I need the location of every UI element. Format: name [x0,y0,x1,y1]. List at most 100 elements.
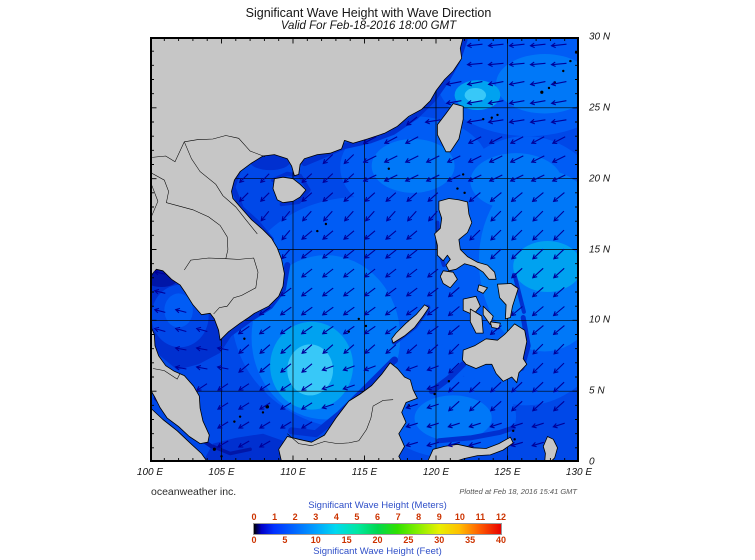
land-mindoro [439,270,458,289]
wave-height-patch [470,153,562,210]
y-axis-label: 15 N [589,244,611,255]
islet [261,411,265,414]
land-mindanao [462,323,528,384]
islet [357,317,360,321]
islet [433,392,436,396]
country-border [151,172,229,259]
country-border [150,184,159,219]
land-halmahera [542,436,558,462]
islet [212,447,216,451]
y-axis-label: 25 N [589,102,611,114]
wave-direction-arrows [153,42,567,448]
legend-tick: 25 [403,535,414,545]
islet [512,429,515,433]
islet [456,187,459,190]
valid-time-subtitle: Valid For Feb-18-2016 18:00 GMT [280,20,457,32]
page-title: Significant Wave Height with Wave Direct… [245,6,492,20]
credit-text: oceanweather inc. [151,486,237,498]
land-bohol [489,321,501,330]
wave-height-map [150,37,579,462]
legend-tick: 11 [475,512,486,522]
coastal-shade-band [217,262,291,344]
islet [540,90,544,94]
legend-tick: 9 [436,512,442,522]
legend-tick: 6 [374,512,381,522]
islet [238,415,242,418]
wave-height-patch [414,395,492,441]
islet [364,324,368,328]
legend-tick: 10 [454,512,465,522]
islet [569,59,572,63]
legend-tick: 30 [434,535,445,545]
y-axis-label: 5 N [589,385,605,397]
land-borneo [278,362,418,462]
coastal-shade-band [512,273,526,314]
legend-tick: 0 [251,512,257,522]
land-samar-leyte [497,283,519,320]
wave-height-patch [287,344,334,396]
islet [574,51,578,54]
country-border [184,135,266,157]
islet [513,438,516,441]
islet [547,86,551,90]
country-border [152,141,185,163]
legend-tick: 7 [395,512,401,522]
legend-tick: 20 [372,535,383,545]
islet [243,337,246,340]
country-border [213,257,259,315]
wave-height-patch [371,138,455,193]
legend-tick: 12 [495,512,507,522]
legend-tick: 35 [465,535,476,545]
colorbar [253,523,502,535]
islet [324,222,328,226]
islet [463,191,466,195]
y-axis-label: 10 N [589,314,611,326]
y-axis-label: 20 N [589,173,611,185]
legend-tick: 8 [416,512,422,522]
coastal-shade-band [428,361,467,395]
land-sumatra [150,407,208,462]
wave-height-patch [513,241,579,292]
legend-tick: 10 [310,535,321,545]
map-frame [150,37,579,462]
legend-meters-ticks: 0 1 2 3 4 5 6 7 8 9 10 11 12 [248,512,507,523]
land-panay [462,295,481,316]
country-border [152,368,181,380]
legend-tick: 3 [313,512,319,522]
islet [265,404,270,409]
legend-tick: 1 [272,512,278,522]
wave-height-patch [202,433,283,462]
y-axis-label: 0 [589,456,595,468]
legend-title-meters: Significant Wave Height (Meters) [308,500,447,511]
land-hainan [272,176,307,204]
legend-tick: 5 [282,535,288,545]
y-axis-label: 30 N [589,31,611,43]
legend-title-feet: Significant Wave Height (Feet) [313,546,442,557]
coastal-shade-band [271,171,311,207]
land-palawan [391,304,430,344]
land-asia-mainland [150,37,464,341]
land-negros [469,308,484,334]
country-border [287,399,394,446]
coastal-shade-band [436,425,516,444]
land-malay-peninsula [150,324,210,444]
x-axis-label: 115 E [351,467,378,478]
country-border [184,141,258,235]
country-border [184,257,226,271]
x-axis-label: 100 E [136,467,164,478]
x-axis-label: 105 E [208,467,235,478]
legend-tick: 2 [292,512,298,522]
map-canvas [150,37,579,462]
islet [447,380,451,383]
x-axis-label: 130 E [565,467,593,478]
legend-feet-ticks: 0 5 10 15 20 25 30 35 40 [248,535,507,546]
land-taiwan [437,103,464,153]
x-axis-label: 110 E [280,467,306,478]
land-cebu [482,305,494,325]
wave-height-patch [496,54,579,114]
legend-tick: 0 [251,535,257,545]
coastal-shade-band [211,444,252,456]
islet [387,167,391,170]
islet [562,69,565,73]
plotted-timestamp: Plotted at Feb 18, 2016 15:41 GMT [459,487,577,496]
